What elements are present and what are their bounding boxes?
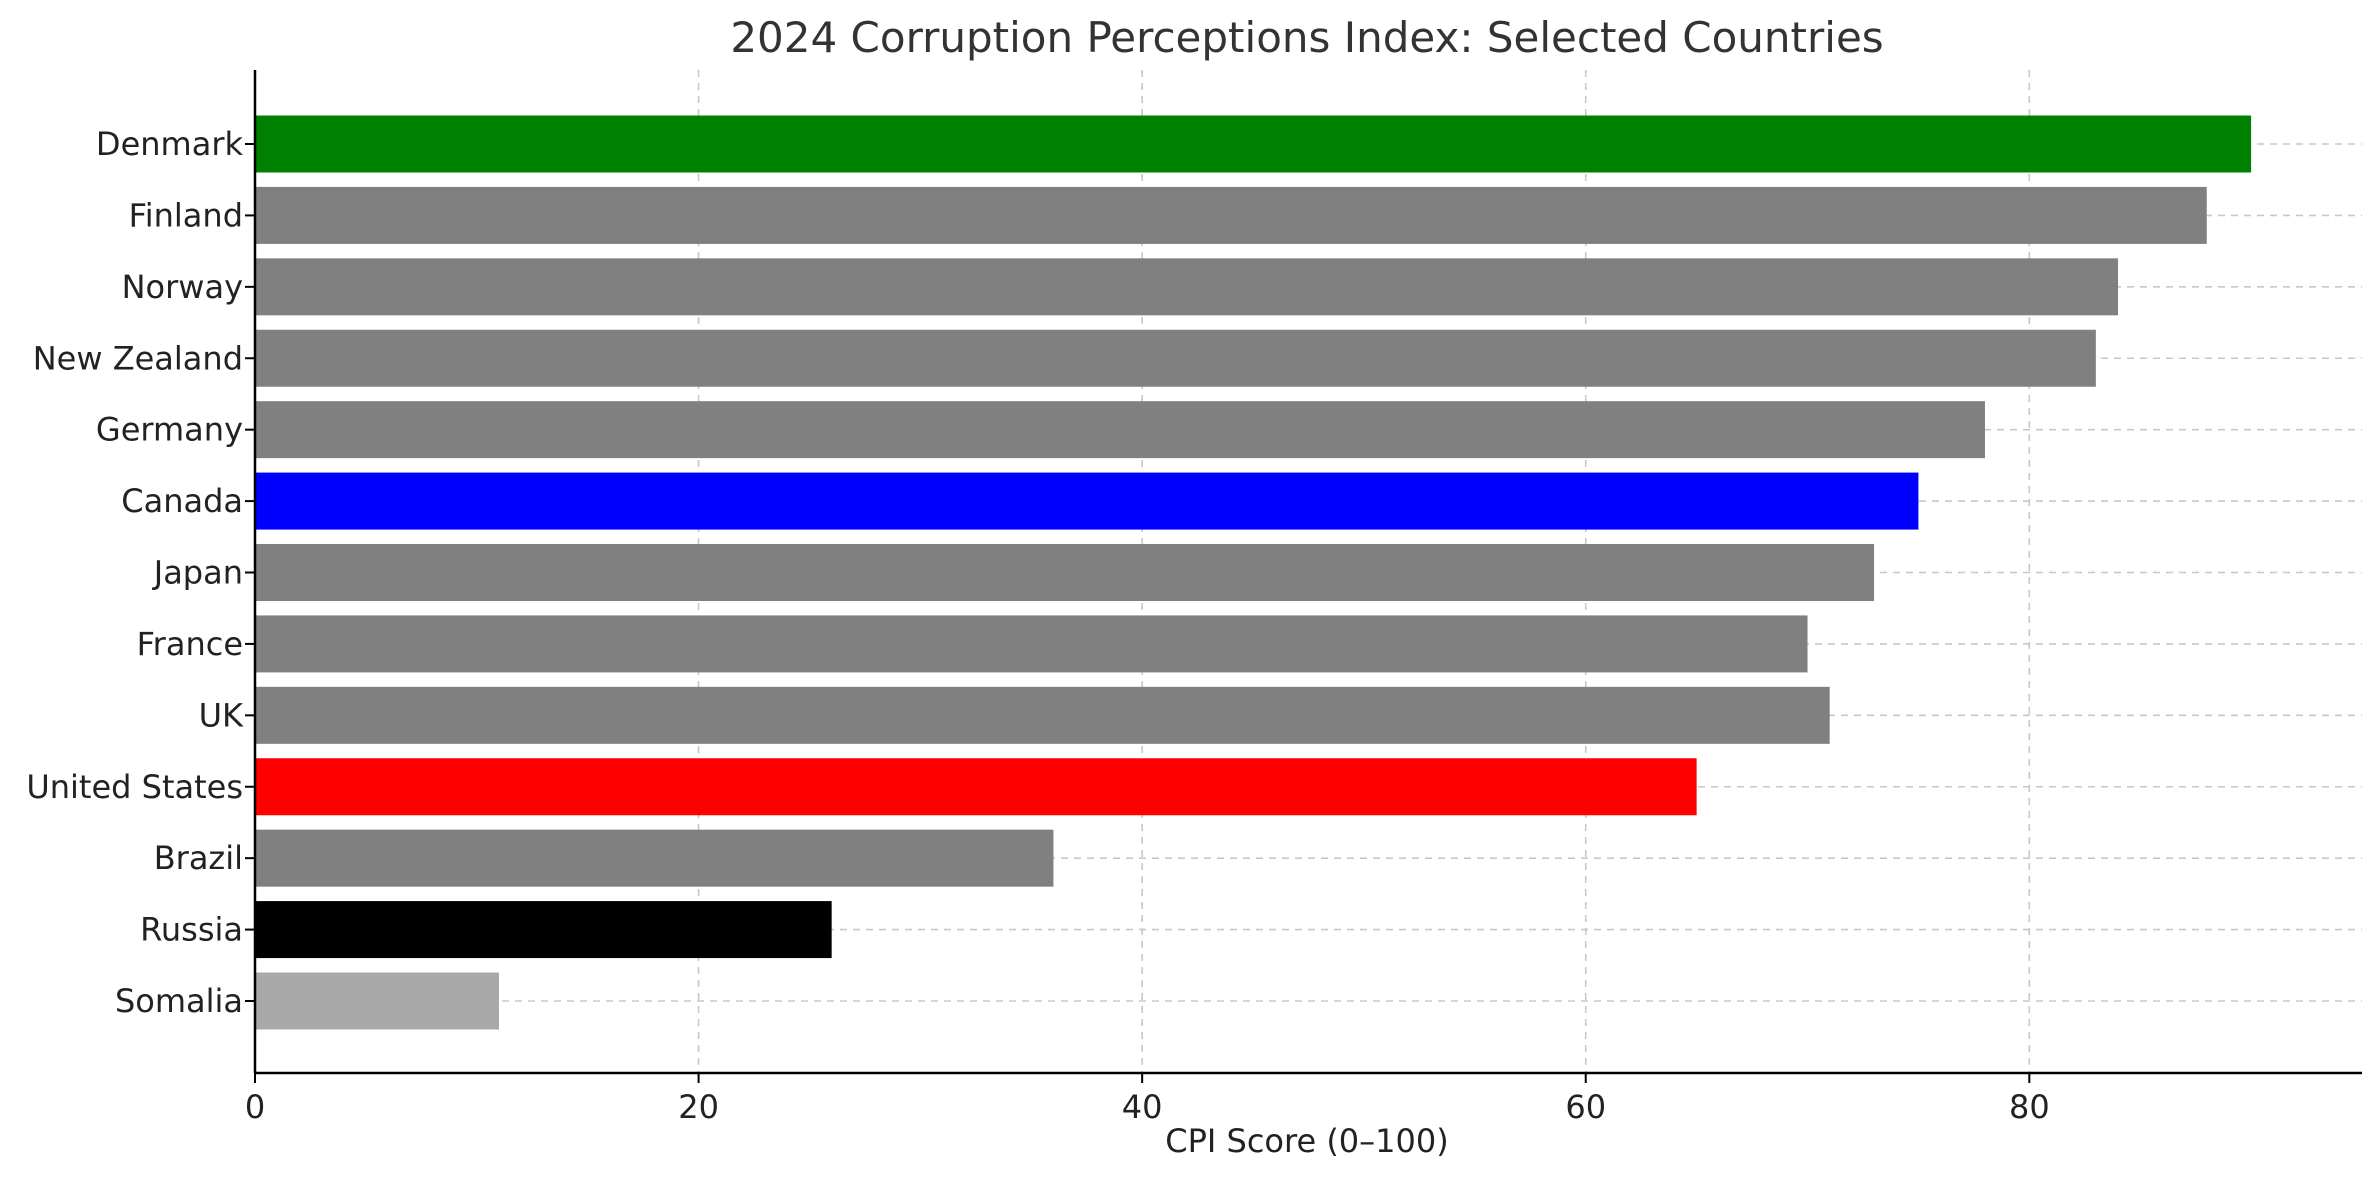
category-label: Norway [122, 268, 243, 306]
category-label: UK [199, 696, 244, 734]
category-label: Finland [129, 196, 243, 234]
bar-france [255, 615, 1808, 673]
labels-layer: 2024 Corruption Perceptions Index: Selec… [730, 13, 1883, 1160]
bar-new-zealand [255, 329, 2096, 387]
x-tick-label: 60 [1565, 1088, 1606, 1126]
category-label: Denmark [96, 125, 244, 163]
category-label: Somalia [115, 982, 243, 1020]
bar-japan [255, 544, 1875, 601]
bar-brazil [255, 829, 1054, 887]
x-axis-title: CPI Score (0–100) [1165, 1122, 1448, 1160]
bars-layer [255, 115, 2252, 1030]
ticks-layer: 0 20 40 60 80 Denmark Finland Norway New Zealand… [26, 125, 2049, 1126]
category-label: Canada [121, 482, 243, 520]
x-tick-label: 80 [2009, 1088, 2050, 1126]
category-label: Russia [140, 911, 243, 949]
x-tick-label: 20 [678, 1088, 719, 1126]
bar-united-states [255, 758, 1697, 816]
bar-denmark [255, 115, 2252, 173]
category-label: Germany [96, 411, 243, 449]
x-tick-label: 40 [1122, 1088, 1163, 1126]
bar-canada [255, 472, 1919, 530]
category-label: United States [26, 768, 243, 806]
category-label: Japan [152, 554, 243, 592]
chart-title: 2024 Corruption Perceptions Index: Selec… [730, 13, 1883, 62]
bar-finland [255, 186, 2207, 244]
category-label: France [137, 625, 243, 663]
bar-norway [255, 258, 2119, 316]
bar-germany [255, 401, 1985, 459]
category-label: New Zealand [33, 339, 243, 377]
bar-russia [255, 901, 832, 959]
bar-uk [255, 686, 1830, 744]
category-label: Brazil [154, 839, 243, 877]
bar-somalia [255, 972, 499, 1030]
x-tick-label: 0 [245, 1088, 265, 1126]
